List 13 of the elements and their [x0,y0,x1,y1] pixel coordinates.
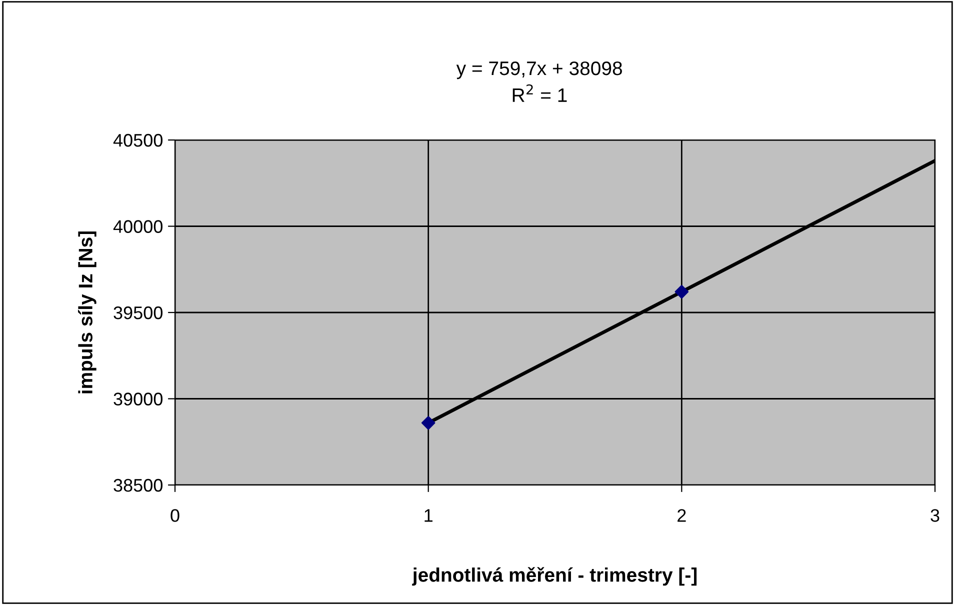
x-tick-label: 3 [930,509,940,522]
y-tick-label: 39000 [114,392,162,406]
y-tick-label: 40000 [113,220,162,233]
y-tick-label: 40500 [113,134,162,147]
y-tick-label: 39500 [114,306,162,320]
text: R$^{2}$ = 1 [512,84,567,102]
x-tick-label: 0 [170,509,180,522]
y-axis-title: impuls síly Iz [Ns] [78,231,96,394]
x-tick-label: 1 [424,509,432,522]
x-tick-label: 2 [678,509,686,522]
x-axis-title: jednotlivá měření - trimestry [-] [412,567,697,586]
text: y = 759,7x + 38098 [456,61,622,80]
y-tick-label: 38500 [114,478,162,492]
